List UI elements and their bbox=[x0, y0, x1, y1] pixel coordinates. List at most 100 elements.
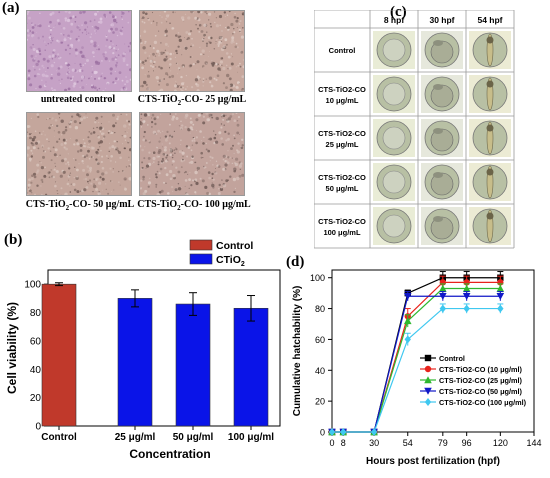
texture-speck bbox=[235, 42, 238, 45]
texture-speck bbox=[41, 181, 44, 183]
texture-speck bbox=[51, 54, 55, 58]
texture-speck bbox=[241, 138, 244, 141]
texture-speck bbox=[231, 36, 235, 40]
texture-speck bbox=[167, 59, 170, 61]
texture-speck bbox=[185, 75, 187, 77]
texture-speck bbox=[155, 176, 158, 179]
texture-speck bbox=[127, 45, 130, 48]
texture-speck bbox=[121, 135, 123, 137]
texture-speck bbox=[41, 73, 46, 77]
texture-speck bbox=[233, 15, 237, 19]
texture-speck bbox=[192, 179, 194, 182]
texture-speck bbox=[29, 46, 33, 50]
texture-speck bbox=[91, 75, 93, 78]
texture-speck bbox=[215, 168, 216, 169]
texture-speck bbox=[49, 150, 52, 152]
texture-speck bbox=[192, 63, 195, 66]
texture-speck bbox=[178, 125, 180, 127]
texture-speck bbox=[241, 144, 244, 147]
texture-speck bbox=[208, 113, 212, 118]
texture-speck bbox=[238, 28, 242, 32]
texture-speck bbox=[56, 190, 58, 192]
texture-speck bbox=[218, 131, 222, 135]
texture-speck bbox=[68, 11, 71, 14]
texture-speck bbox=[110, 24, 112, 26]
texture-speck bbox=[195, 141, 198, 145]
embryo-grid: 8 hpf 30 hpf 54 hpf Control CTS-TiO2-CO 10 μg… bbox=[314, 10, 515, 249]
texture-speck bbox=[108, 121, 110, 123]
texture-speck bbox=[33, 68, 36, 71]
texture-speck bbox=[224, 38, 228, 42]
texture-speck bbox=[240, 20, 242, 22]
texture-speck bbox=[153, 62, 155, 65]
texture-speck bbox=[65, 139, 68, 141]
texture-speck bbox=[158, 140, 161, 143]
texture-speck bbox=[55, 181, 57, 183]
embryo-yolk bbox=[430, 128, 454, 152]
texture-speck bbox=[108, 146, 112, 150]
texture-speck bbox=[215, 78, 218, 81]
texture-speck bbox=[34, 130, 37, 132]
texture-speck bbox=[124, 87, 128, 91]
texture-speck bbox=[178, 150, 182, 154]
texture-speck bbox=[60, 33, 62, 35]
texture-speck bbox=[162, 154, 164, 156]
texture-speck bbox=[29, 83, 33, 87]
texture-speck bbox=[100, 75, 103, 78]
texture-speck bbox=[53, 130, 55, 132]
texture-speck bbox=[187, 146, 191, 149]
texture-speck bbox=[220, 126, 223, 129]
texture-speck bbox=[158, 65, 161, 68]
texture-speck bbox=[237, 142, 240, 145]
texture-speck bbox=[35, 55, 37, 57]
texture-speck bbox=[160, 88, 164, 91]
texture-speck bbox=[35, 141, 38, 145]
y-axis-label: Cumulative hatchability (%) bbox=[292, 286, 303, 417]
texture-speck bbox=[169, 113, 172, 115]
texture-speck bbox=[165, 72, 168, 76]
texture-speck bbox=[214, 171, 217, 174]
data-point bbox=[403, 317, 412, 325]
texture-speck bbox=[123, 147, 126, 150]
texture-speck bbox=[164, 166, 167, 170]
texture-speck bbox=[110, 40, 112, 42]
texture-speck bbox=[87, 170, 90, 172]
texture-speck bbox=[69, 37, 72, 40]
texture-speck bbox=[194, 191, 197, 194]
texture-speck bbox=[112, 14, 114, 16]
texture-speck bbox=[85, 30, 87, 32]
texture-speck bbox=[60, 119, 64, 123]
texture-speck bbox=[184, 46, 188, 50]
texture-speck bbox=[156, 22, 158, 24]
texture-speck bbox=[69, 47, 71, 50]
panel-label-b: (b) bbox=[4, 232, 23, 248]
texture-speck bbox=[154, 173, 158, 176]
texture-speck bbox=[144, 59, 147, 62]
texture-speck bbox=[121, 26, 124, 29]
texture-speck bbox=[88, 131, 91, 133]
texture-speck bbox=[158, 52, 161, 55]
legend-label: CTS-TiO2-CO (25 μg/ml) bbox=[439, 376, 523, 385]
texture-speck bbox=[211, 156, 214, 159]
texture-speck bbox=[174, 11, 176, 13]
texture-speck bbox=[74, 126, 79, 130]
texture-speck bbox=[118, 71, 122, 74]
micrograph-50 bbox=[26, 112, 132, 196]
texture-speck bbox=[187, 173, 189, 175]
texture-speck bbox=[54, 24, 56, 26]
texture-speck bbox=[148, 55, 150, 57]
texture-speck bbox=[201, 179, 205, 183]
texture-speck bbox=[27, 77, 31, 81]
texture-speck bbox=[64, 157, 67, 161]
texture-speck bbox=[153, 57, 155, 59]
texture-speck bbox=[185, 193, 189, 195]
texture-speck bbox=[148, 141, 151, 144]
texture-speck bbox=[148, 140, 150, 142]
texture-speck bbox=[144, 139, 147, 142]
texture-speck bbox=[164, 153, 167, 156]
texture-speck bbox=[226, 14, 229, 16]
texture-speck bbox=[107, 83, 109, 85]
texture-speck bbox=[79, 50, 83, 54]
texture-speck bbox=[41, 193, 43, 195]
texture-speck bbox=[238, 174, 242, 178]
